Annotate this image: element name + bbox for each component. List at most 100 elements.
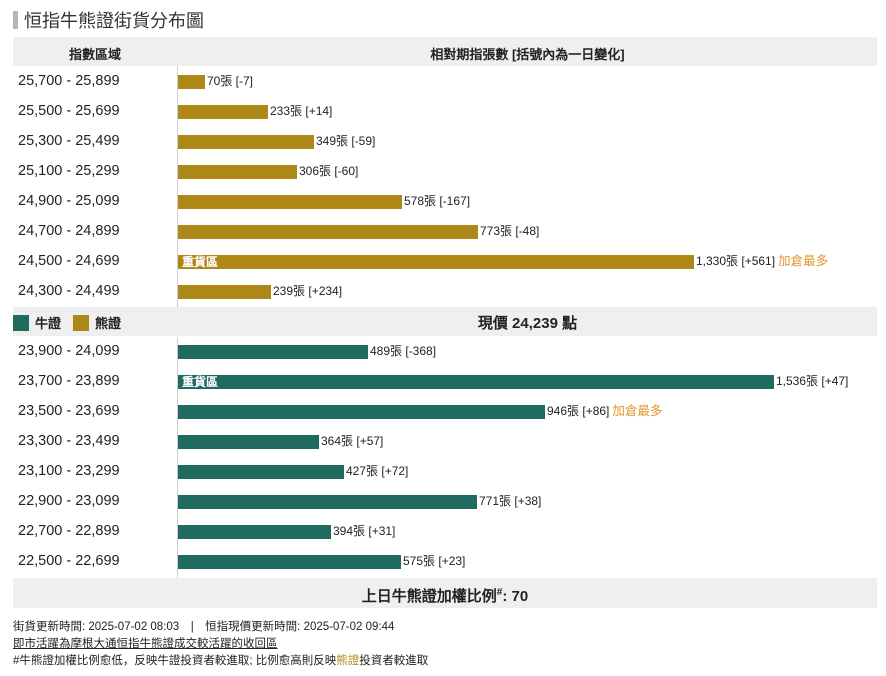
- bull-row: 23,500 - 23,699 946張 [+86] 加倉最多: [13, 397, 877, 427]
- index-range-label: 25,300 - 25,499: [18, 133, 120, 149]
- ratio-note-mid: 投資者較進取; 比例愈高則反映: [180, 655, 337, 667]
- divider-line-top: [177, 66, 178, 307]
- bar-value-label: 394張 [+31]: [333, 524, 395, 539]
- ratio-footer: 上日牛熊證加權比例#: 70: [13, 578, 877, 608]
- bull-bar: [178, 495, 477, 509]
- bear-legend-swatch: [73, 314, 90, 331]
- bar-value-text: 427張 [+72]: [346, 464, 409, 478]
- ratio-text: 上日牛熊證加權比例#: 70: [13, 585, 877, 606]
- bull-row: 22,500 - 22,699 575張 [+23]: [13, 547, 877, 577]
- bar-value-text: 575張 [+23]: [403, 554, 466, 568]
- bar-value-label: 946張 [+86] 加倉最多: [547, 404, 662, 419]
- bear-bar: [178, 285, 271, 299]
- bar-value-text: 394張 [+31]: [333, 524, 396, 538]
- ratio-note-bull: 牛證: [157, 655, 181, 667]
- bar-value-text: 349張 [-59]: [316, 134, 376, 148]
- bar-value-label: 427張 [+72]: [346, 464, 408, 479]
- bear-bar: 重貨區: [178, 255, 694, 269]
- bar-value-label: 349張 [-59]: [316, 134, 375, 149]
- header-index-range: 指數區域: [68, 47, 121, 62]
- bar-value-text: 364張 [+57]: [321, 434, 384, 448]
- bull-bar: 重貨區: [178, 375, 774, 389]
- bar-value-text: 306張 [-60]: [299, 164, 359, 178]
- bear-row: 24,300 - 24,499 239張 [+234]: [13, 277, 877, 307]
- index-range-label: 23,700 - 23,899: [18, 373, 120, 389]
- ratio-note-suffix: 投資者較進取: [359, 655, 429, 667]
- index-range-label: 24,500 - 24,699: [18, 253, 120, 269]
- index-range-label: 23,500 - 23,699: [18, 403, 120, 419]
- bear-row: 25,300 - 25,499 349張 [-59]: [13, 127, 877, 157]
- bear-legend-label: 熊證: [95, 316, 122, 331]
- bear-bar: [178, 75, 205, 89]
- bull-bar: [178, 555, 401, 569]
- ratio-note-bear: 熊證: [336, 655, 360, 667]
- header-contracts: 相對期指張數 [括號內為一日變化]: [430, 47, 625, 62]
- index-range-label: 23,900 - 24,099: [18, 343, 120, 359]
- bar-value-text: 489張 [-368]: [370, 344, 437, 358]
- bar-value-label: 578張 [-167]: [404, 194, 470, 209]
- bear-row: 25,100 - 25,299 306張 [-60]: [13, 157, 877, 187]
- bar-value-text: 773張 [-48]: [480, 224, 540, 238]
- update-time-note: 街貨更新時間: 2025-07-02 08:03 | 恒指現價更新時間: 202…: [13, 621, 395, 633]
- active-zone-note-text: 即市活躍為摩根大通恒指牛熊證成交較活躍的收回區: [13, 638, 278, 650]
- bar-value-text: 1,330張 [+561]: [696, 254, 776, 268]
- bull-legend-label: 牛證: [35, 316, 62, 331]
- heavy-zone-label: 重貨區: [182, 375, 219, 389]
- bull-row: 22,900 - 23,099 771張 [+38]: [13, 487, 877, 517]
- bull-row: 23,900 - 24,099 489張 [-368]: [13, 337, 877, 367]
- bear-row: 24,700 - 24,899 773張 [-48]: [13, 217, 877, 247]
- ratio-note-prefix: #牛熊證加權比例愈低，反映: [13, 655, 158, 667]
- bar-value-label: 771張 [+38]: [479, 494, 541, 509]
- bear-bar: [178, 225, 478, 239]
- current-price: 現價 24,239 點: [477, 315, 578, 332]
- heavy-zone-label: 重貨區: [182, 255, 219, 269]
- footnotes: 街貨更新時間: 2025-07-02 08:03 | 恒指現價更新時間: 202…: [13, 619, 428, 670]
- index-range-label: 22,700 - 22,899: [18, 523, 120, 539]
- bear-bar: [178, 105, 268, 119]
- bull-bar: [178, 345, 368, 359]
- page-title: 恒指牛熊證街貨分布圖: [24, 11, 204, 31]
- bear-bar: [178, 165, 297, 179]
- ratio-label: 上日牛熊證加權比例: [361, 588, 497, 605]
- bar-value-label: 575張 [+23]: [403, 554, 465, 569]
- bar-value-label: 306張 [-60]: [299, 164, 358, 179]
- bear-row: 24,900 - 25,099 578張 [-167]: [13, 187, 877, 217]
- ratio-note: #牛熊證加權比例愈低，反映牛證投資者較進取; 比例愈高則反映熊證投資者較進取: [13, 653, 428, 670]
- index-range-label: 25,500 - 25,699: [18, 103, 120, 119]
- chart-title-wrap: 恒指牛熊證街貨分布圖: [13, 8, 204, 32]
- bull-row: 23,100 - 23,299 427張 [+72]: [13, 457, 877, 487]
- bull-bar: [178, 435, 319, 449]
- index-range-label: 22,500 - 22,699: [18, 553, 120, 569]
- current-price-row: 牛證 熊證 現價 24,239 點: [13, 307, 877, 336]
- bear-row: 24,500 - 24,699 重貨區 1,330張 [+561] 加倉最多: [13, 247, 877, 277]
- index-range-label: 24,900 - 25,099: [18, 193, 120, 209]
- bar-value-label: 364張 [+57]: [321, 434, 383, 449]
- bull-bar: [178, 525, 331, 539]
- bar-value-label: 489張 [-368]: [370, 344, 436, 359]
- most-added-label: 加倉最多: [612, 404, 663, 418]
- bar-value-label: 239張 [+234]: [273, 284, 342, 299]
- index-range-label: 23,300 - 23,499: [18, 433, 120, 449]
- bar-value-text: 946張 [+86]: [547, 404, 610, 418]
- bear-row: 25,500 - 25,699 233張 [+14]: [13, 97, 877, 127]
- divider-line-bottom: [177, 337, 178, 578]
- index-range-label: 25,700 - 25,899: [18, 73, 120, 89]
- most-added-label: 加倉最多: [778, 254, 829, 268]
- legend: 牛證 熊證: [13, 313, 121, 332]
- bull-bar: [178, 405, 545, 419]
- bar-value-label: 1,330張 [+561] 加倉最多: [696, 254, 828, 269]
- bar-value-label: 233張 [+14]: [270, 104, 332, 119]
- table-header: 指數區域 相對期指張數 [括號內為一日變化]: [13, 37, 877, 66]
- bull-row: 22,700 - 22,899 394張 [+31]: [13, 517, 877, 547]
- bull-row: 23,300 - 23,499 364張 [+57]: [13, 427, 877, 457]
- index-range-label: 23,100 - 23,299: [18, 463, 120, 479]
- bar-value-label: 1,536張 [+47]: [776, 374, 848, 389]
- title-accent-bar: [13, 11, 18, 29]
- ratio-value: : 70: [502, 588, 529, 605]
- index-range-label: 22,900 - 23,099: [18, 493, 120, 509]
- bar-value-label: 773張 [-48]: [480, 224, 539, 239]
- bull-row: 23,700 - 23,899 重貨區 1,536張 [+47]: [13, 367, 877, 397]
- bull-bar: [178, 465, 344, 479]
- bear-bar: [178, 135, 314, 149]
- bull-legend-swatch: [13, 314, 29, 331]
